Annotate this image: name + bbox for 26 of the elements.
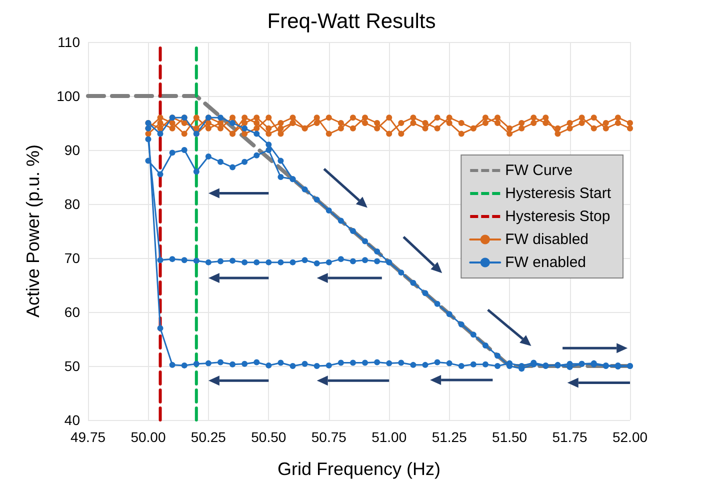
legend-label: FW enabled: [505, 254, 586, 271]
x-tick-label: 51.50: [492, 429, 528, 445]
x-tick-label: 51.25: [432, 429, 468, 445]
x-tick-label: 49.75: [70, 429, 106, 445]
legend-label: FW disabled: [505, 231, 589, 248]
chart-title: Freq-Watt Results: [267, 10, 436, 33]
x-tick-label: 52.00: [612, 429, 648, 445]
x-tick-label: 51.00: [372, 429, 407, 445]
x-tick-label: 50.25: [190, 429, 226, 445]
x-tick-label: 50.50: [251, 429, 286, 445]
x-tick-label: 51.75: [552, 429, 588, 445]
legend-label: Hysteresis Stop: [505, 208, 610, 225]
y-tick-label: 90: [64, 142, 80, 158]
legend-label: Hysteresis Start: [505, 185, 612, 202]
legend-label: FW Curve: [505, 162, 573, 179]
y-tick-label: 80: [64, 196, 80, 212]
y-tick-label: 60: [64, 304, 80, 320]
x-tick-label: 50.00: [130, 429, 166, 445]
y-tick-label: 100: [56, 88, 80, 104]
y-axis-title: Active Power (p.u. %): [23, 144, 43, 318]
x-axis-title: Grid Frequency (Hz): [277, 459, 441, 479]
y-tick-label: 40: [64, 412, 80, 428]
y-tick-label: 70: [64, 250, 80, 266]
y-tick-label: 50: [64, 358, 80, 374]
x-tick-label: 50.75: [311, 429, 347, 445]
y-tick-label: 110: [58, 34, 80, 50]
